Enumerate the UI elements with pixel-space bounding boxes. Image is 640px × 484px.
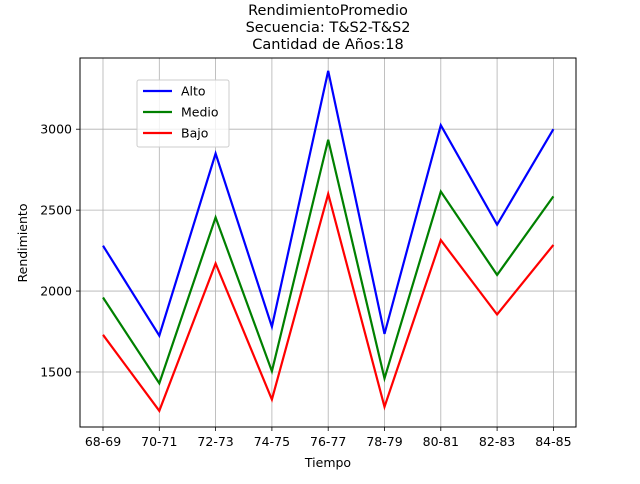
chart-title-line-2: Secuencia: T&S2-T&S2 [246,20,411,36]
legend-box [136,79,230,148]
chart-title-line-3: Cantidad de Años:18 [252,37,403,53]
series-lines [102,70,555,414]
x-tick-label: 76-77 [310,434,346,449]
y-tick-label: 3000 [40,122,72,137]
x-tick-label: 68-69 [85,434,121,449]
x-tick-label: 74-75 [254,434,290,449]
x-tick-label: 80-81 [423,434,459,449]
y-tick-label: 1500 [40,364,72,379]
legend-label-alto: Alto [181,84,206,99]
series-line-alto [102,70,555,339]
series-line-medio [102,139,555,386]
y-axis-ticks: 1500 2000 2500 3000 [40,122,80,379]
x-tick-label: 72-73 [197,434,233,449]
x-tick-label: 70-71 [141,434,177,449]
x-tick-label: 84-85 [535,434,571,449]
legend-label-bajo: Bajo [181,126,208,141]
legend-label-medio: Medio [181,105,219,120]
y-axis-label: Rendimiento [15,204,30,283]
y-tick-label: 2500 [40,203,72,218]
x-tick-label: 78-79 [366,434,402,449]
chart-title-line-1: RendimientoPromedio [248,3,408,19]
y-tick-label: 2000 [40,284,72,299]
series-line-bajo [102,189,555,414]
legend: Alto Medio Bajo [136,79,230,148]
x-tick-label: 82-83 [479,434,515,449]
x-axis-label: Tiempo [304,455,351,470]
x-axis-ticks: 68-69 70-71 72-73 74-75 76-77 78-79 80-81 82-83… [85,427,572,449]
